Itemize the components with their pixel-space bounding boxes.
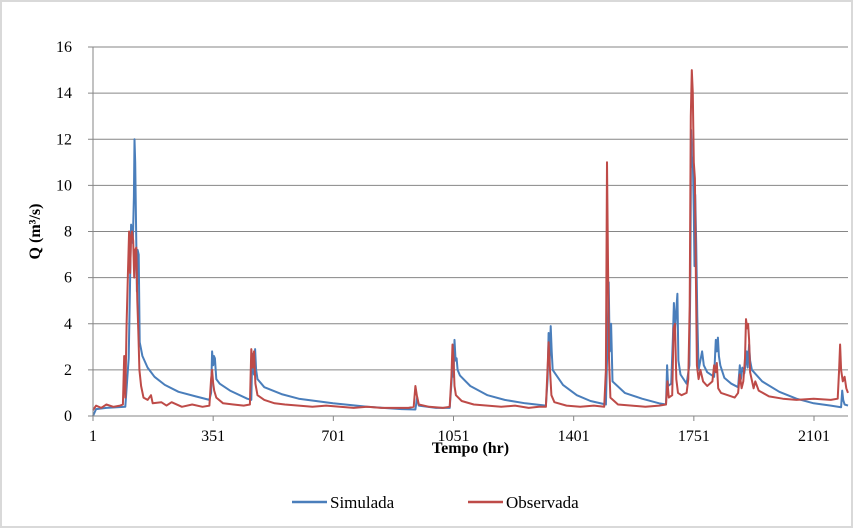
legend-label-0: Simulada bbox=[330, 493, 395, 512]
x-tick-labels: 1 351 701 1051 1401 1751 2101 bbox=[89, 428, 830, 445]
y-axis-title: Q (m³/s) bbox=[27, 204, 44, 260]
legend: Simulada Observada bbox=[292, 493, 579, 512]
y-tick-label: 2 bbox=[64, 362, 72, 379]
series-lines bbox=[92, 69, 849, 417]
series-line-0 bbox=[92, 129, 849, 417]
y-tick-label: 8 bbox=[64, 224, 72, 241]
x-tick-label: 351 bbox=[201, 428, 225, 445]
x-tick-label: 1 bbox=[89, 428, 97, 445]
gridlines bbox=[88, 46, 848, 421]
x-tick-label: 701 bbox=[321, 428, 345, 445]
y-tick-label: 16 bbox=[56, 39, 72, 56]
y-tick-label: 6 bbox=[64, 270, 72, 287]
y-tick-label: 0 bbox=[64, 408, 72, 425]
x-tick-label: 2101 bbox=[798, 428, 830, 445]
legend-label-1: Observada bbox=[506, 493, 579, 512]
y-tick-label: 12 bbox=[56, 131, 72, 148]
x-axis-title: Tempo (hr) bbox=[432, 440, 509, 457]
y-tick-label: 10 bbox=[56, 177, 72, 194]
y-tick-label: 14 bbox=[56, 85, 72, 102]
y-tick-label: 4 bbox=[64, 316, 72, 333]
x-tick-label: 1751 bbox=[678, 428, 710, 445]
x-tick-label: 1051 bbox=[438, 428, 470, 445]
x-tick-label: 1401 bbox=[558, 428, 590, 445]
y-tick-labels: 0 2 4 6 8 10 12 14 16 bbox=[56, 39, 72, 425]
series-line-1 bbox=[92, 69, 849, 411]
